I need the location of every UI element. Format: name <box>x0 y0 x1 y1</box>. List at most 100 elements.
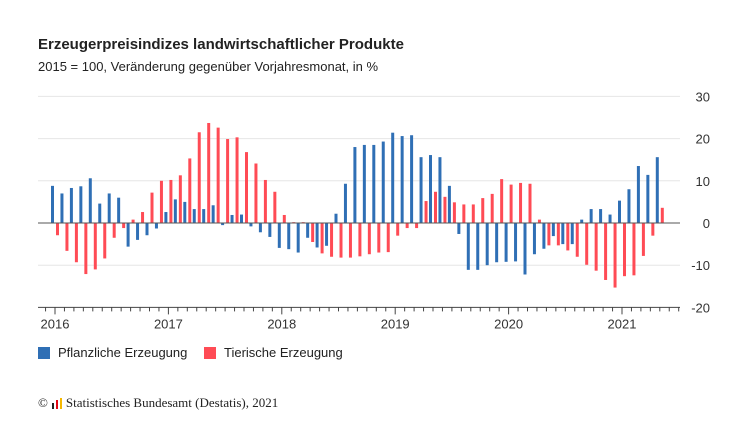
bar-tierisch <box>396 223 400 236</box>
x-tick-label: 2018 <box>267 316 296 331</box>
bar-pflanzlich <box>98 203 102 223</box>
bar-pflanzlich <box>343 183 347 223</box>
x-tick-label: 2016 <box>41 316 70 331</box>
bar-pflanzlich <box>315 223 319 248</box>
bar-pflanzlich <box>514 223 518 262</box>
bar-pflanzlich <box>230 214 234 223</box>
bar-tierisch <box>122 223 126 229</box>
bar-pflanzlich <box>164 212 168 223</box>
bar-tierisch <box>131 219 135 223</box>
bar-tierisch <box>452 202 456 223</box>
bar-tierisch <box>500 179 504 223</box>
bar-tierisch <box>632 223 636 276</box>
bar-pflanzlich <box>79 186 83 223</box>
bar-tierisch <box>188 158 192 223</box>
bar-pflanzlich <box>646 174 650 223</box>
bar-pflanzlich <box>334 213 338 223</box>
bar-pflanzlich <box>504 223 508 262</box>
chart-title: Erzeugerpreisindizes landwirtschaftliche… <box>38 36 404 53</box>
bar-pflanzlich <box>117 197 121 223</box>
bar-tierisch <box>93 223 97 270</box>
bar-tierisch <box>112 223 116 238</box>
bar-tierisch <box>320 223 324 254</box>
bar-tierisch <box>65 223 69 251</box>
bar-tierisch <box>434 191 437 223</box>
bar-pflanzlich <box>240 214 243 223</box>
bar-tierisch <box>471 204 475 223</box>
copyright-symbol: © <box>38 395 48 410</box>
bar-pflanzlich <box>88 178 92 223</box>
bar-tierisch <box>623 223 626 277</box>
bar-tierisch <box>585 223 589 265</box>
bar-tierisch <box>74 223 78 263</box>
bar-pflanzlich <box>325 223 329 246</box>
bar-pflanzlich <box>561 223 565 245</box>
bar-tierisch <box>651 223 655 236</box>
x-tick-label: 2017 <box>154 316 183 331</box>
bar-pflanzlich <box>532 223 536 255</box>
source-note: © Statistisches Bundesamt (Destatis), 20… <box>38 395 278 411</box>
bar-pflanzlich <box>183 201 187 223</box>
bar-pflanzlich <box>618 200 621 223</box>
y-tick-label: 20 <box>696 132 710 147</box>
bar-pflanzlich <box>542 223 546 249</box>
bar-pflanzlich <box>277 223 281 248</box>
bar-pflanzlich <box>154 223 158 229</box>
bar-tierisch <box>462 204 466 223</box>
y-tick-label: -20 <box>691 300 710 315</box>
bar-tierisch <box>273 191 277 223</box>
bar-pflanzlich <box>551 223 555 237</box>
bar-tierisch <box>339 223 343 258</box>
bar-pflanzlich <box>296 223 300 253</box>
x-tick-label: 2020 <box>494 316 523 331</box>
legend-label: Tierische Erzeugung <box>224 345 343 360</box>
bar-pflanzlich <box>429 155 432 223</box>
bar-pflanzlich <box>60 193 64 223</box>
bar-tierisch <box>660 207 664 223</box>
bar-tierisch <box>405 223 409 229</box>
bar-pflanzlich <box>391 132 395 223</box>
bar-tierisch <box>56 223 59 236</box>
bar-pflanzlich <box>249 223 253 227</box>
bar-tierisch <box>556 223 560 246</box>
legend-item-tierisch[interactable]: Tierische Erzeugung <box>204 345 343 360</box>
bar-tierisch <box>311 223 315 242</box>
bar-tierisch <box>254 163 258 223</box>
bar-pflanzlich <box>636 166 640 223</box>
bar-pflanzlich <box>126 223 130 247</box>
bar-pflanzlich <box>192 209 196 223</box>
bar-pflanzlich <box>258 223 262 233</box>
bar-tierisch <box>415 223 419 229</box>
destatis-logo-icon <box>51 397 62 409</box>
bar-tierisch <box>141 212 145 223</box>
bar-pflanzlich <box>523 223 527 275</box>
bar-tierisch <box>537 219 541 223</box>
bar-tierisch <box>330 223 334 257</box>
source-text: Statistisches Bundesamt (Destatis), 2021 <box>65 395 279 410</box>
bar-pflanzlich <box>447 185 451 223</box>
bar-pflanzlich <box>627 189 631 223</box>
bar-tierisch <box>490 193 494 223</box>
bar-pflanzlich <box>211 205 215 223</box>
bar-tierisch <box>150 192 154 223</box>
bar-pflanzlich <box>570 223 574 245</box>
bar-tierisch <box>169 179 173 223</box>
legend-swatch-blue <box>38 346 50 359</box>
bar-tierisch <box>282 214 286 223</box>
bar-tierisch <box>235 137 239 223</box>
bar-tierisch <box>481 198 485 223</box>
chart-subtitle: 2015 = 100, Veränderung gegenüber Vorjah… <box>38 59 379 74</box>
legend-swatch-red <box>204 346 216 359</box>
bar-pflanzlich <box>107 193 111 223</box>
bar-tierisch <box>519 182 523 223</box>
bar-tierisch <box>528 183 532 223</box>
legend-item-pflanzlich[interactable]: Pflanzliche Erzeugung <box>38 345 187 360</box>
legend-label: Pflanzliche Erzeugung <box>58 345 188 360</box>
bar-tierisch <box>348 223 352 258</box>
bar-pflanzlich <box>372 144 376 223</box>
bar-pflanzlich <box>608 214 612 223</box>
bar-tierisch <box>613 223 617 288</box>
bar-pflanzlich <box>287 223 291 250</box>
x-tick-label: 2019 <box>381 316 410 331</box>
bar-pflanzlich <box>485 223 489 266</box>
